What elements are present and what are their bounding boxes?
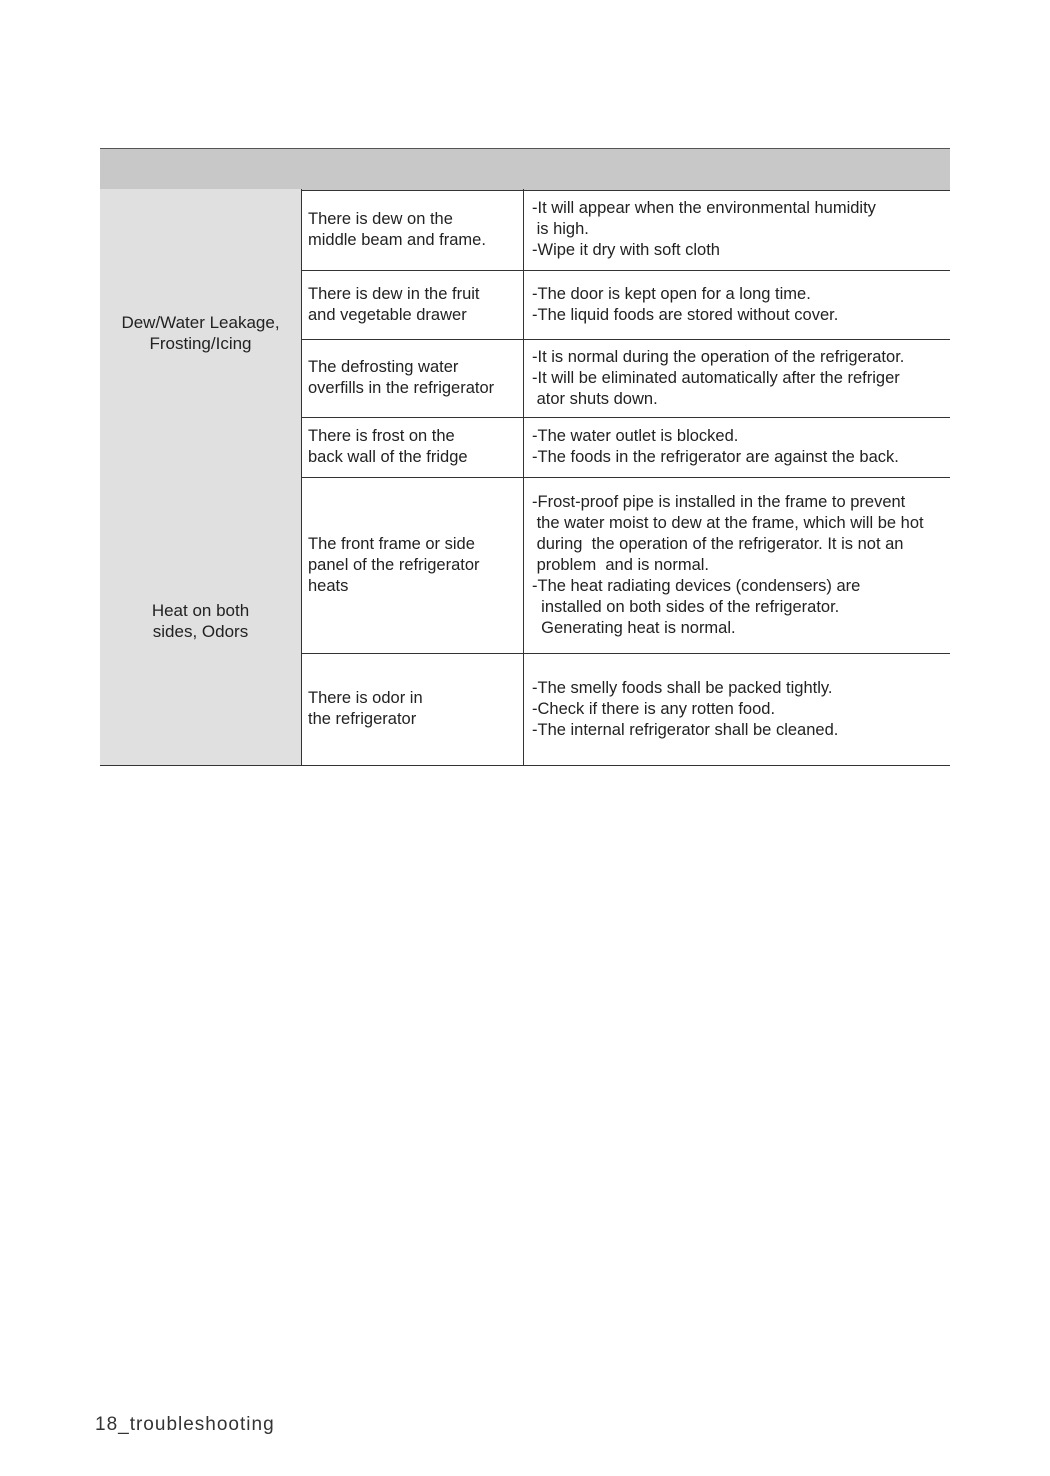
text-line: back wall of the fridge	[308, 448, 468, 466]
text-line: -The water outlet is blocked.	[532, 427, 739, 445]
text-line: There is odor in	[308, 689, 423, 707]
text-line: -The smelly foods shall be packed tightl…	[532, 678, 833, 697]
category-cell: Dew/Water Leakage, Frosting/Icing	[100, 189, 302, 477]
symptom-cell: There is dew in the fruit and vegetable d…	[301, 270, 524, 339]
category-cell: Heat on both sides, Odors	[100, 477, 302, 765]
text-line: overfills in the refrigerator	[308, 379, 495, 397]
text-line: heats	[308, 576, 349, 595]
text-line: -It will appear when the environmental h…	[532, 199, 876, 217]
text-line: -Frost-proof pipe is installed in the fr…	[532, 492, 906, 511]
text-line: -The internal refrigerator shall be clea…	[532, 720, 839, 739]
solution-cell: -Frost-proof pipe is installed in the fr…	[524, 477, 950, 653]
text-line: -The door is kept open for a long time.	[532, 284, 811, 303]
symptom-cell: There is odor in the refrigerator	[301, 653, 524, 765]
text-line: The defrosting water	[308, 358, 459, 376]
page-footer: 18_troubleshooting	[95, 1414, 275, 1435]
row-divider	[301, 417, 950, 418]
solution-cell: -The door is kept open for a long time. -…	[524, 270, 950, 339]
text-line: middle beam and frame.	[308, 230, 486, 249]
symptom-cell: There is dew on the middle beam and frame…	[301, 189, 524, 270]
text-line: the refrigerator	[308, 710, 417, 728]
text-line: -Check if there is any rotten food.	[532, 699, 776, 718]
solution-cell: -It will appear when the environmental h…	[524, 189, 950, 270]
text-line: There is frost on the	[308, 427, 455, 445]
text-line: -It is normal during the operation of th…	[532, 347, 905, 366]
row-divider	[100, 765, 950, 766]
row-divider	[301, 339, 950, 340]
text-line: is high.	[532, 220, 589, 238]
text-line: Dew/Water Leakage,	[121, 313, 280, 332]
text-line: -The liquid foods are stored without cov…	[532, 305, 839, 324]
text-line: problem and is normal.	[532, 555, 709, 574]
text-line: panel of the refrigerator	[308, 555, 480, 574]
text-line: There is dew on the	[308, 209, 453, 228]
text-line: sides, Odors	[152, 622, 249, 641]
solution-cell: -The water outlet is blocked. -The foods …	[524, 417, 950, 477]
text-line: Frosting/Icing	[149, 334, 252, 353]
text-line: the water moist to dew at the frame, whi…	[532, 513, 924, 532]
text-line: -The heat radiating devices (condensers)…	[532, 576, 861, 595]
row-divider	[301, 653, 950, 654]
symptom-cell: There is frost on the back wall of the fr…	[301, 417, 524, 477]
symptom-cell: The defrosting water overfills in the ref…	[301, 339, 524, 417]
text-line: -The foods in the refrigerator are again…	[532, 448, 899, 466]
text-line: and vegetable drawer	[308, 305, 467, 324]
solution-cell: -The smelly foods shall be packed tightl…	[524, 653, 950, 765]
row-divider	[100, 477, 950, 478]
text-line: -It will be eliminated automatically aft…	[532, 368, 900, 387]
text-line: during the operation of the refrigerator…	[532, 534, 904, 553]
solution-cell: -It is normal during the operation of th…	[524, 339, 950, 417]
text-line: Generating heat is normal.	[532, 618, 736, 637]
text-line: ator shuts down.	[532, 389, 658, 408]
symptom-cell: The front frame or side panel of the refr…	[301, 477, 524, 653]
row-divider	[301, 270, 950, 271]
text-line: There is dew in the fruit	[308, 284, 480, 303]
table-header-bar	[100, 148, 950, 191]
text-line: -Wipe it dry with soft cloth	[532, 241, 720, 259]
text-line: The front frame or side	[308, 534, 475, 553]
text-line: Heat on both	[151, 601, 250, 620]
text-line: installed on both sides of the refrigera…	[532, 597, 840, 616]
